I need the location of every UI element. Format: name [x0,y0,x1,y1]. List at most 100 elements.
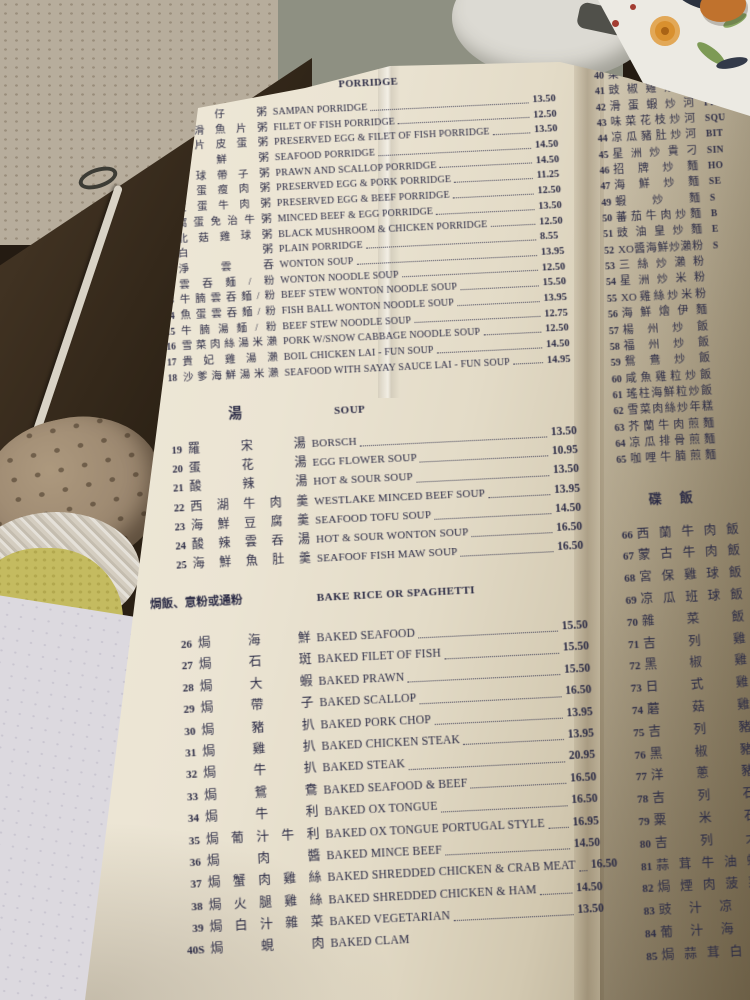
item-name-chinese: 黑椒雞 [644,653,748,673]
item-name-english: BAKED STEAK [322,758,406,775]
item-name-english-fragment: B [710,209,718,220]
item-name-chinese: 凉瓜班球飯 [640,587,744,607]
section-header-chinese: 湯 [228,405,243,422]
item-number: 31 [185,746,197,760]
item-number: 83 [643,905,656,919]
item-price: 20.95 [568,749,596,763]
item-number: 30 [184,725,196,738]
section-porridge: 粥類 PORRIDGE 1 艇仔粥 SAMPAN PORRIDGE 13.50 [134,62,593,387]
item-name-chinese: 吉列石 [651,785,750,806]
item-number: 76 [634,748,647,762]
item-price: 11.25 [536,169,560,182]
item-number: 29 [183,703,195,717]
item-number: 62 [613,406,624,418]
item-price: 15.50 [542,276,567,289]
item-price: 12.50 [537,184,562,197]
item-name-english-fragment: BIT [705,129,724,140]
item-name-english: BAKED MINCE BEEF [326,844,443,863]
item-price: 16.50 [564,683,592,698]
item-price: 13.95 [543,291,568,304]
item-price: 14.50 [534,138,559,151]
section-header: 碟飯 [607,458,750,524]
item-price: 13.95 [567,727,595,741]
dotted-leader [454,178,533,183]
item-name-english: EGG FLOWER SOUP [312,451,418,469]
item-name-english-fragment: HO [707,161,724,172]
item-price: 13.95 [553,482,581,496]
item-price: 14.50 [545,338,570,351]
dotted-leader [452,193,534,199]
item-number: 65 [616,454,627,467]
dotted-leader [548,826,569,829]
item-name-english: HOT & SOUR SOUP [313,471,414,489]
item-price: 13.95 [566,705,593,720]
item-number: 77 [635,771,648,784]
section-soup: 湯 SOUP 19 羅宋湯 BORSCH 13.50 [146,384,603,576]
section-header-chinese: 碟飯 [648,487,712,506]
item-number: 84 [644,927,657,941]
item-name-chinese: 吉列雞 [642,631,747,651]
item-number: 32 [185,768,198,782]
item-price: 13.50 [533,123,558,136]
item-name-english: SEAFOOF FISH MAW SOUP [316,545,458,565]
item-name-chinese: 焗牛利 [204,804,319,825]
item-number: 82 [642,882,654,896]
item-number: 33 [186,790,199,804]
item-number: 61 [612,389,623,402]
paper-bottom-shadow [85,820,400,1000]
item-number: 53 [604,261,616,273]
item-name-chinese: 焗豬扒 [201,717,315,738]
item-number: 78 [636,793,649,807]
item-price: 16.50 [570,792,598,807]
item-number: 20 [172,464,184,476]
item-price: 16.50 [556,539,584,554]
item-number: 45 [598,149,609,161]
item-number: 40 [593,70,605,82]
item-number: 56 [607,309,619,321]
item-number: 70 [626,616,639,629]
item-number: 51 [603,229,614,241]
item-number: 68 [623,572,636,586]
item-name-chinese: 宮保雞球飯 [638,565,742,585]
item-name-chinese: 葡汁海鮮 [659,920,750,940]
item-price: 16.50 [555,520,583,534]
item-price: 13.95 [540,245,565,258]
item-name-english: BAKED SCALLOP [319,692,417,710]
item-number: 74 [631,704,644,718]
item-price: 8.55 [539,230,559,243]
item-number: 46 [599,165,610,177]
item-name-english-fragment: SQU [704,113,726,125]
item-number: 49 [601,197,612,209]
item-number: 54 [605,277,617,289]
item-name-chinese: 豉汁凉瓜 [658,897,750,918]
item-number: 28 [182,681,194,695]
berry-print [630,4,636,10]
item-number: 23 [174,521,186,534]
item-name-chinese: 蒙古牛肉飯 [637,543,741,563]
item-price: 12.50 [532,108,557,121]
item-price: 13.50 [577,902,605,917]
item-name-chinese: 雜菜飯 [641,609,745,629]
item-price: 12.50 [541,261,566,274]
soup-item-list: 19 羅宋湯 BORSCH 13.50 20 蛋花湯 EGG FLOWER SO… [148,420,604,576]
section-bake-rice-spaghetti: 焗飯、意粉或通粉 BAKE RICE OR SPAGHETTI 26 焗海鮮 B… [150,574,626,962]
porridge-item-list: 1 艇仔粥 SAMPAN PORRIDGE 13.50 2 爽滑魚片粥 FILE… [135,89,593,386]
paper-fold [574,62,604,1000]
dotted-leader [483,331,542,336]
dotted-leader [460,551,554,558]
item-number: 55 [606,293,618,305]
item-number: 22 [173,502,185,515]
item-name-english: BORSCH [311,435,358,450]
menu-content: 粥類 PORRIDGE 1 艇仔粥 SAMPAN PORRIDGE 13.50 [133,62,750,1000]
item-name-chinese: 焗火腿雞絲 [208,892,323,913]
item-number: 75 [632,726,645,740]
item-number: 37 [190,878,202,892]
item-name-chinese: 吉列豬 [647,719,750,739]
item-name-chinese: 洋蔥豬 [650,763,750,784]
item-name-chinese: 焗帶子 [200,695,314,716]
section-header-chinese: 焗飯、意粉或通粉 [149,594,243,612]
item-number: 42 [595,102,607,114]
item-number: 59 [610,357,622,369]
item-number: 43 [596,118,608,130]
item-name-english-fragment: E [711,225,719,236]
